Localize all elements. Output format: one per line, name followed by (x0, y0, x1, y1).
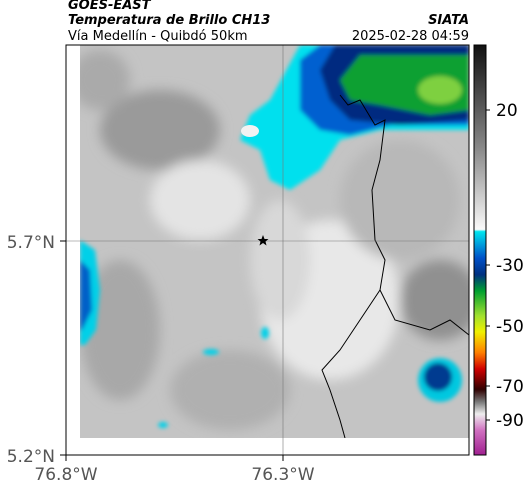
lon-label: 76.8°W (34, 465, 97, 485)
satellite-image (80, 45, 469, 438)
left-title: GOES-EAST (68, 0, 152, 13)
colorbar-tick-label: 20 (496, 101, 518, 121)
colorbar-tick-label: -50 (496, 317, 524, 337)
colorbar-tick-label: -90 (496, 411, 524, 431)
colorbar-tick-label: -70 (496, 377, 524, 397)
lon-label: 76.3°W (251, 465, 314, 485)
subtitle: Temperatura de Brillo CH13 (68, 13, 270, 28)
right-title: SIATA (428, 13, 469, 28)
colorbar (473, 44, 487, 456)
region: Vía Medellín - Quibdó 50km (68, 29, 248, 44)
timestamp: 2025-02-28 04:59 (352, 29, 469, 44)
city-marker (257, 235, 269, 246)
lat-label: 5.2°N (7, 447, 55, 467)
colorbar-tick-label: -30 (496, 256, 524, 276)
lat-label: 5.7°N (7, 233, 55, 253)
